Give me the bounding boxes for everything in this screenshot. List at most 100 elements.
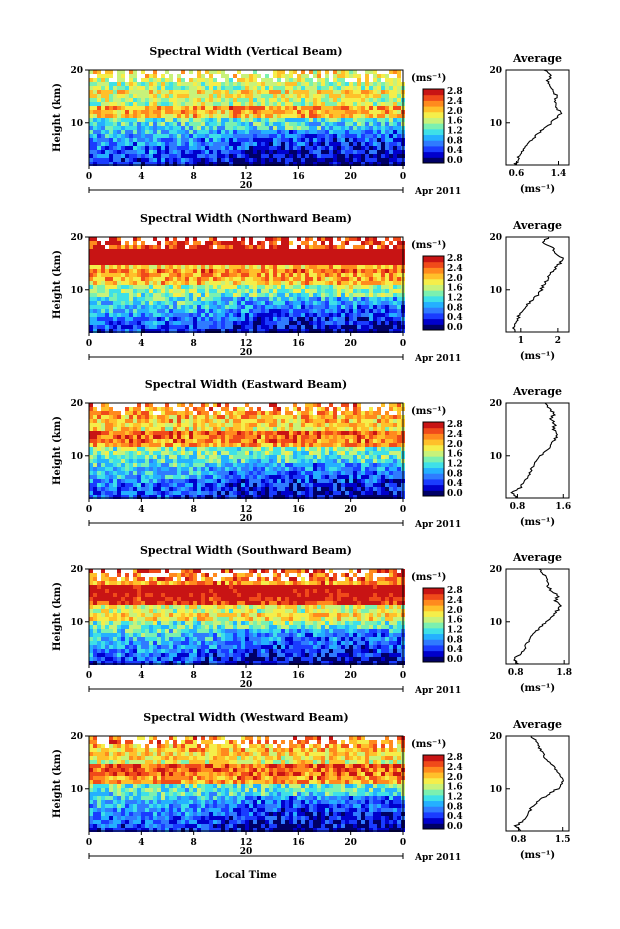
heatmap-cell (285, 431, 289, 435)
heatmap-cell (397, 293, 401, 297)
heatmap-cell (89, 467, 93, 471)
heatmap-cell (389, 443, 393, 447)
colorbar-swatch (423, 273, 444, 280)
heatmap-cell (305, 102, 309, 106)
heatmap-cell (181, 70, 185, 74)
heatmap-cell (209, 134, 213, 138)
heatmap-cell (293, 427, 297, 431)
heatmap-cell (173, 419, 177, 423)
heatmap-cell (301, 309, 305, 313)
heatmap-cell (133, 253, 137, 257)
heatmap-cell (217, 467, 221, 471)
heatmap-cell (289, 281, 293, 285)
heatmap-cell (145, 309, 149, 313)
heatmap-cell (365, 317, 369, 321)
heatmap-cell (273, 411, 277, 415)
heatmap-cell (189, 427, 193, 431)
heatmap-cell (165, 423, 169, 427)
heatmap-cell (293, 158, 297, 162)
heatmap-cell (237, 122, 241, 126)
heatmap-cell (277, 118, 281, 122)
heatmap-cell (273, 325, 277, 329)
heatmap-cell (137, 411, 141, 415)
heatmap-cell (121, 309, 125, 313)
heatmap-cell (145, 78, 149, 82)
heatmap-cell (137, 158, 141, 162)
heatmap-cell (249, 110, 253, 114)
heatmap-cell (305, 273, 309, 277)
heatmap-cell (257, 435, 261, 439)
heatmap-cell (141, 427, 145, 431)
heatmap-cell (173, 82, 177, 86)
heatmap-cell (329, 114, 333, 118)
heatmap-cell (169, 329, 173, 333)
heatmap-cell (369, 150, 373, 154)
heatmap-cell (373, 257, 377, 261)
heatmap-cell (321, 261, 325, 265)
heatmap-cell (145, 443, 149, 447)
heatmap-cell (369, 447, 373, 451)
heatmap-cell (301, 297, 305, 301)
heatmap-cell (337, 257, 341, 261)
heatmap-cell (357, 154, 361, 158)
heatmap-cell (125, 285, 129, 289)
heatmap-cell (245, 431, 249, 435)
heatmap-cell (281, 329, 285, 333)
heatmap-cell (397, 126, 401, 130)
heatmap-cell (133, 154, 137, 158)
heatmap-cell (181, 321, 185, 325)
colorbar-swatch (423, 94, 444, 101)
heatmap-cell (325, 273, 329, 277)
heatmap-cell (253, 98, 257, 102)
heatmap-cell (249, 289, 253, 293)
heatmap-cell (297, 94, 301, 98)
heatmap-cell (305, 301, 309, 305)
heatmap-cell (93, 435, 97, 439)
heatmap-cell (113, 431, 117, 435)
heatmap-cell (189, 130, 193, 134)
heatmap-cell (281, 269, 285, 273)
heatmap-cell (365, 281, 369, 285)
heatmap-cell (161, 431, 165, 435)
heatmap-cell (377, 150, 381, 154)
heatmap-cell (257, 269, 261, 273)
heatmap-cell (89, 78, 93, 82)
heatmap-cell (165, 321, 169, 325)
heatmap-cell (273, 285, 277, 289)
heatmap-cell (277, 146, 281, 150)
heatmap-cell (305, 134, 309, 138)
heatmap-cell (189, 463, 193, 467)
heatmap-cell (353, 70, 357, 74)
heatmap-cell (317, 407, 321, 411)
heatmap-cell (269, 106, 273, 110)
heatmap-cell (237, 146, 241, 150)
heatmap-cell (97, 439, 101, 443)
heatmap-cell (145, 261, 149, 265)
heatmap-cell (321, 273, 325, 277)
heatmap-cell (193, 245, 197, 249)
heatmap-cell (121, 285, 125, 289)
heatmap-cell (105, 277, 109, 281)
heatmap-cell (233, 435, 237, 439)
heatmap-cell (117, 158, 121, 162)
heatmap-cell (97, 281, 101, 285)
heatmap-cell (121, 273, 125, 277)
heatmap-cell (165, 118, 169, 122)
heatmap-cell (269, 423, 273, 427)
heatmap-cell (317, 269, 321, 273)
heatmap-cell (297, 249, 301, 253)
heatmap-cell (237, 313, 241, 317)
heatmap-cell (293, 447, 297, 451)
heatmap-cell (209, 467, 213, 471)
heatmap-cell (389, 435, 393, 439)
heatmap-cell (261, 261, 265, 265)
heatmap-cell (393, 110, 397, 114)
heatmap-cell (89, 86, 93, 90)
heatmap-cell (217, 415, 221, 419)
heatmap-cell (381, 150, 385, 154)
heatmap-cell (209, 277, 213, 281)
heatmap-cell (189, 305, 193, 309)
heatmap-cell (377, 78, 381, 82)
heatmap-cell (89, 321, 93, 325)
heatmap-cell (101, 102, 105, 106)
